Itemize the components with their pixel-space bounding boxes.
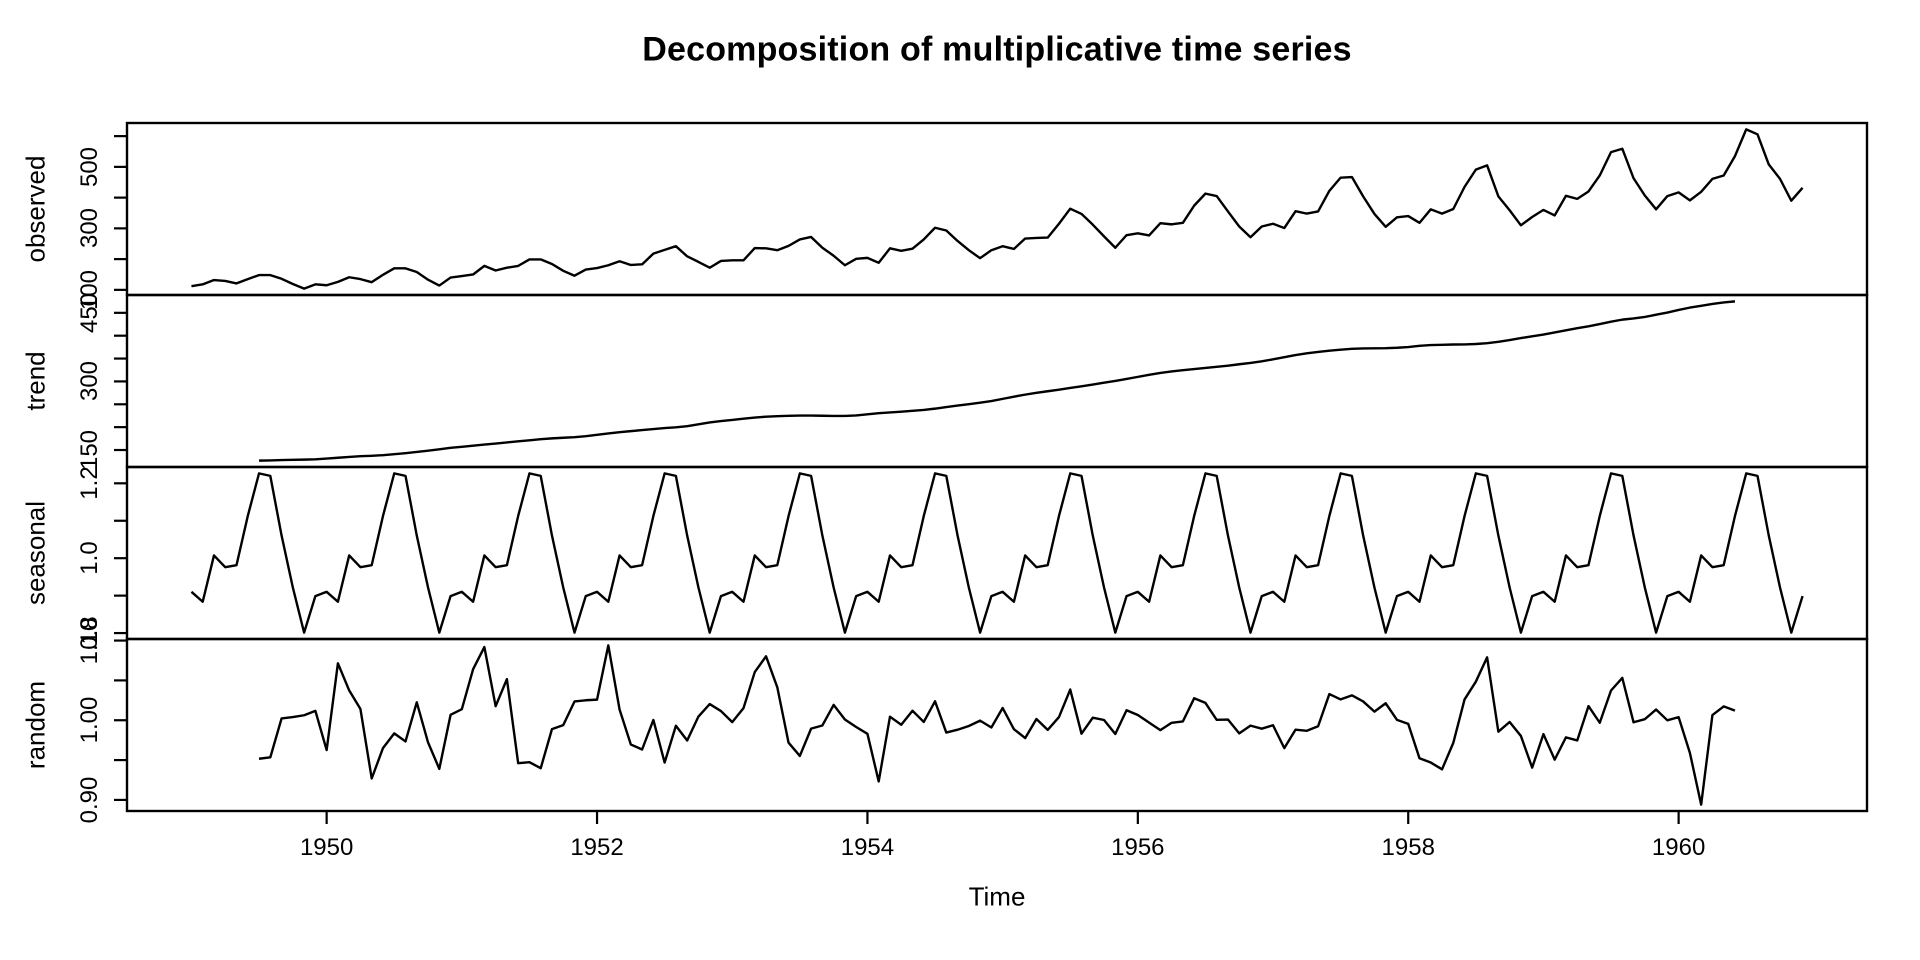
y-tick-label: 500 [76, 146, 103, 187]
y-axis-label-random: random [20, 680, 51, 770]
y-tick-label: 450 [76, 292, 103, 333]
y-tick-label: 300 [76, 361, 103, 402]
x-tick-label: 1958 [1381, 834, 1435, 861]
observed-series-line [191, 128, 1804, 290]
panel-border-random [125, 637, 1869, 813]
chart-title: Decomposition of multiplicative time ser… [642, 30, 1352, 69]
y-tick-label: 300 [76, 208, 103, 249]
x-tick-label: 1950 [299, 834, 354, 861]
x-tick-label: 1956 [1111, 834, 1165, 861]
y-axis-label-seasonal: seasonal [20, 500, 51, 606]
random-series-line [258, 644, 1736, 806]
trend-series-line [259, 300, 1736, 462]
panel-border-trend [125, 293, 1869, 469]
panel-border-observed [125, 121, 1869, 297]
y-tick-label: 1.2 [76, 466, 103, 500]
y-tick-label: 0.90 [76, 776, 103, 824]
x-axis-label: Time [968, 881, 1026, 912]
y-tick-label: 1.0 [76, 541, 103, 575]
y-tick-label: 150 [76, 429, 103, 471]
y-tick-label: 1.10 [76, 617, 103, 664]
y-tick-label: 1.00 [76, 696, 103, 744]
x-tick-label: 1960 [1651, 834, 1706, 861]
x-tick-label: 1952 [570, 834, 624, 861]
seasonal-series-line [190, 472, 1804, 634]
y-axis-label-observed: observed [20, 155, 51, 263]
y-axis-label-trend: trend [20, 351, 51, 411]
x-tick-label: 1954 [840, 834, 895, 861]
